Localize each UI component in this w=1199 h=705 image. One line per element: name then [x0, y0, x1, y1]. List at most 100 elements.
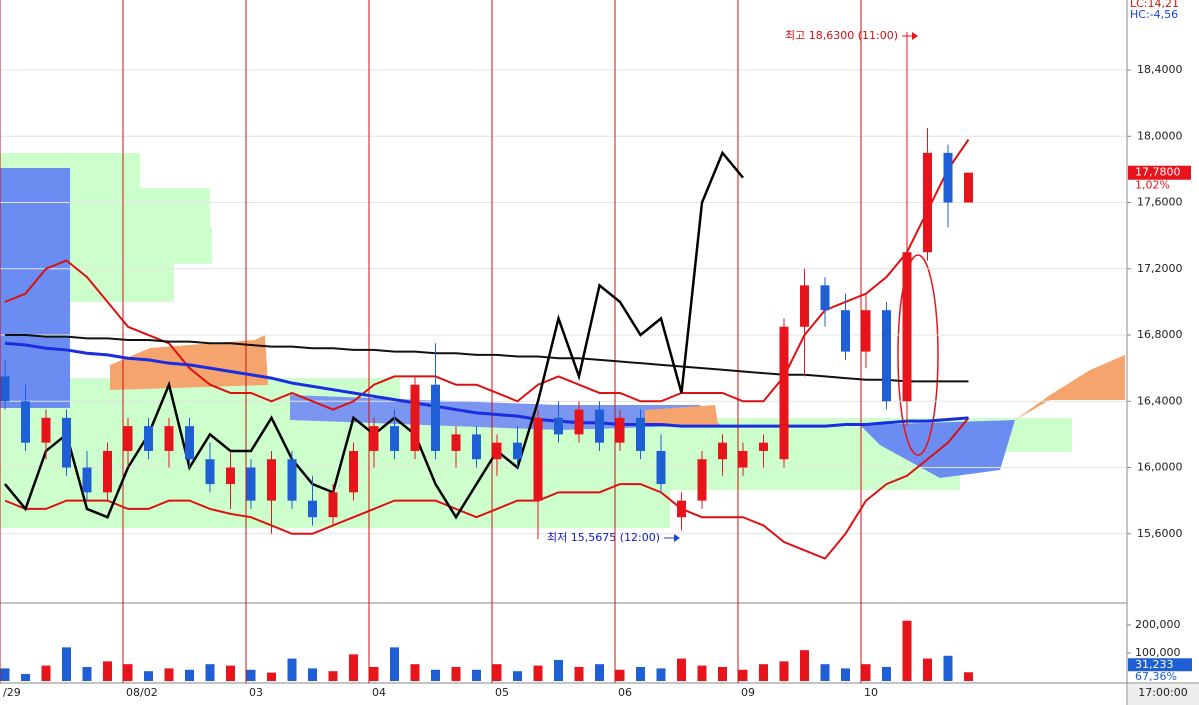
- candle-body: [62, 417, 71, 468]
- volume-bar: [226, 665, 235, 681]
- volume-last-label: 31,233: [1135, 658, 1174, 671]
- volume-bar: [943, 655, 953, 681]
- volume-bar: [62, 647, 71, 681]
- volume-bar: [882, 666, 891, 681]
- volume-bar: [554, 659, 563, 681]
- candle-body: [882, 310, 891, 402]
- x-tick-label: 04: [372, 686, 386, 699]
- price-label: 17,7800: [1135, 166, 1181, 179]
- candle-body: [923, 152, 932, 253]
- y-tick-label: 15,6000: [1137, 527, 1183, 540]
- low-note: 최저 15,5675 (12:00): [547, 531, 660, 544]
- candle-body: [656, 450, 666, 485]
- x-tick-label: 09: [741, 686, 755, 699]
- candle-body: [164, 426, 174, 451]
- candle-body: [759, 442, 768, 451]
- price-box: [1128, 165, 1191, 180]
- overlay-line: [5, 334, 969, 383]
- y-tick-label: 18,0000: [1137, 129, 1183, 142]
- y-tick-label: 16,8000: [1137, 328, 1183, 341]
- candle-body: [390, 426, 399, 451]
- volume-bar: [656, 668, 666, 681]
- candle-body: [246, 467, 256, 501]
- candle-body: [574, 409, 584, 435]
- x-tick-label: 05: [495, 686, 509, 699]
- y-tick-label: 100,000: [1135, 646, 1181, 659]
- candle-body: [554, 417, 563, 435]
- x-tick-label: /29: [3, 686, 21, 699]
- volume-bar: [21, 673, 30, 681]
- x-tick-label: 08/02: [126, 686, 158, 699]
- volume-bar: [369, 666, 379, 681]
- volume-bar: [738, 669, 748, 681]
- volume-bar: [595, 664, 604, 681]
- hc-label: HC:-4,56: [1130, 8, 1178, 21]
- candle-body: [964, 172, 973, 203]
- x-tick-label: 03: [249, 686, 263, 699]
- volume-bar: [513, 671, 522, 681]
- volume-ratio: 67,36%: [1135, 670, 1177, 683]
- volume-bar: [287, 658, 297, 681]
- candle-body: [451, 434, 461, 451]
- volume-bar: [902, 620, 912, 681]
- y-tick-label: 16,0000: [1137, 461, 1183, 474]
- candle-body: [636, 417, 645, 451]
- arrow: [912, 32, 918, 40]
- candle-body: [841, 310, 850, 352]
- candle-body: [82, 467, 92, 493]
- volume-bar: [123, 664, 133, 681]
- high-note: 최고 18,6300 (11:00): [785, 29, 898, 42]
- cloud: [110, 335, 268, 390]
- candle-body: [943, 152, 953, 203]
- volume-bar: [472, 669, 481, 681]
- volume-bar: [820, 664, 830, 681]
- candle-body: [103, 450, 112, 493]
- cloud: [0, 168, 70, 408]
- cloud: [645, 405, 718, 425]
- volume-bar: [697, 665, 707, 681]
- candle-body: [328, 492, 338, 518]
- candle-body: [533, 417, 543, 501]
- candle-body: [123, 426, 133, 451]
- candle-body: [718, 442, 727, 460]
- candle-body: [492, 442, 502, 460]
- volume-bar: [205, 664, 215, 681]
- lc-label: LC:14,21: [1130, 0, 1179, 10]
- volume-bar: [677, 658, 686, 681]
- candle-body: [513, 442, 522, 460]
- candle-body: [779, 326, 789, 460]
- y-tick-label: 18,4000: [1137, 63, 1183, 76]
- volume-bar: [615, 669, 625, 681]
- volume-bar: [349, 654, 358, 681]
- volume-bar: [410, 664, 420, 681]
- volume-bar: [718, 666, 727, 681]
- y-tick-label: 17,2000: [1137, 262, 1183, 275]
- overlay-line: [4, 341, 969, 428]
- y-tick-label: 16,4000: [1137, 394, 1183, 407]
- candle-body: [21, 401, 30, 443]
- candle-body: [738, 450, 748, 468]
- time-box: [1128, 684, 1199, 705]
- candle-body: [185, 426, 194, 460]
- overlay-line: [4, 417, 970, 560]
- candle-body: [800, 285, 809, 327]
- y-tick-label: 17,6000: [1137, 196, 1183, 209]
- volume-bar: [246, 669, 256, 681]
- candle-body: [226, 467, 235, 485]
- volume-bar: [0, 668, 10, 681]
- y-tick-label: 200,000: [1135, 618, 1181, 631]
- volume-bar: [82, 666, 92, 681]
- candle-body: [820, 285, 830, 311]
- volume-bar: [41, 665, 51, 681]
- cloud: [860, 420, 1015, 478]
- volume-bar: [267, 672, 276, 681]
- candle-body: [697, 459, 707, 501]
- volume-bar: [759, 664, 768, 681]
- volume-bar: [451, 666, 461, 681]
- change-label: 1,02%: [1135, 179, 1170, 192]
- volume-bar: [390, 647, 399, 681]
- candle-body: [41, 417, 51, 443]
- highlight-ellipse: [897, 254, 939, 456]
- volume-bar: [861, 664, 871, 681]
